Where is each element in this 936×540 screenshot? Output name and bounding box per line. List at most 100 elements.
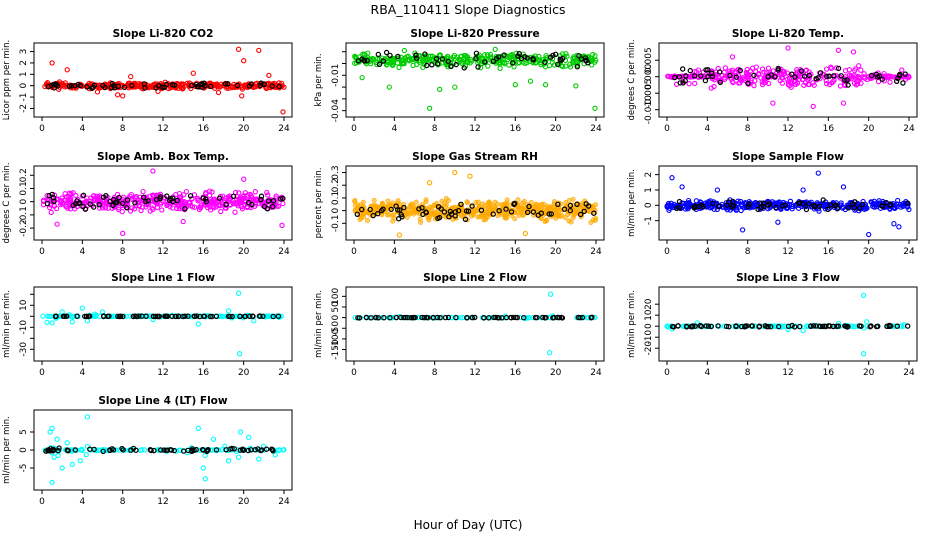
data-point-black (715, 323, 721, 329)
data-point (480, 201, 485, 207)
x-tick-label: 4 (79, 124, 85, 134)
data-point (853, 82, 860, 88)
data-point-black (875, 323, 881, 329)
chart-title: Slope Amb. Box Temp. (97, 151, 229, 163)
data-point-black (401, 314, 407, 321)
data-point-black (478, 207, 485, 213)
data-point-black (373, 314, 379, 321)
data-point-black (265, 198, 272, 204)
data-point-black (63, 313, 70, 319)
data-point (93, 312, 99, 318)
x-tick-label: 20 (238, 368, 250, 378)
data-point-black (524, 55, 530, 61)
data-point (211, 205, 217, 211)
data-point (119, 208, 125, 215)
x-tick-label: 24 (590, 368, 602, 378)
data-point-black (462, 216, 469, 222)
data-point (40, 198, 47, 205)
data-point-black (115, 313, 121, 319)
data-point (403, 210, 409, 216)
data-point (210, 436, 217, 442)
y-tick-label: 2 (19, 60, 29, 66)
data-point (386, 84, 392, 90)
y-axis-label: degrees C per min. (627, 39, 637, 120)
data-point-black (442, 314, 449, 321)
y-tick-label: 0.1 (331, 191, 341, 205)
data-point (128, 73, 134, 80)
x-tick-label: 12 (782, 124, 793, 134)
data-point (40, 313, 46, 319)
data-point (420, 56, 427, 62)
data-point (128, 191, 135, 198)
chart-panel-4: Slope Amb. Box Temp. degrees C per min. 0 4… (2, 151, 293, 257)
data-point-black (875, 74, 881, 80)
data-point (477, 65, 484, 71)
data-point (593, 57, 599, 63)
data-point-black (493, 314, 499, 321)
data-point-black (813, 75, 819, 82)
data-point (899, 67, 905, 73)
x-tick-label: 20 (550, 247, 562, 257)
chart-title: Slope Line 1 Flow (111, 272, 215, 284)
data-point (391, 212, 396, 218)
data-point (352, 60, 358, 66)
chart-title: Slope Line 2 Flow (423, 272, 527, 284)
x-tick-label: 20 (550, 124, 562, 134)
data-point (846, 72, 853, 78)
data-point-black (129, 82, 135, 89)
data-point-black (424, 62, 430, 69)
x-tick-label: 8 (120, 247, 126, 257)
x-tick-label: 24 (903, 124, 915, 134)
data-point (59, 309, 65, 315)
chart-panel-9: Slope Line 3 Flow ml/min per min. 0 4 8 12 16 2… (627, 272, 918, 378)
data-point-black (461, 65, 467, 71)
data-point (846, 67, 853, 73)
x-tick-label: 0 (39, 497, 45, 507)
data-point (187, 199, 193, 206)
data-point-black (557, 56, 563, 62)
data-point (180, 218, 186, 225)
data-point-black (363, 314, 370, 321)
data-point (721, 75, 728, 81)
data-point-black (141, 81, 148, 87)
data-point (181, 192, 187, 198)
data-point (521, 199, 527, 204)
data-point-black (490, 58, 497, 65)
data-point (179, 201, 185, 207)
data-point (714, 187, 721, 193)
x-tick-label: 20 (863, 247, 875, 257)
data-point-black (798, 68, 805, 74)
data-point (502, 215, 508, 221)
data-point (493, 58, 499, 65)
data-point-black (717, 69, 723, 75)
data-point (379, 314, 385, 321)
data-point (244, 204, 251, 211)
data-point-black (75, 81, 81, 88)
data-point (518, 208, 524, 214)
data-point (850, 49, 857, 55)
data-point (180, 85, 186, 91)
data-point-black (45, 448, 51, 454)
x-tick-label: 8 (120, 497, 126, 507)
data-point-black (388, 206, 394, 213)
data-point-black (733, 323, 739, 330)
data-point-black (472, 314, 478, 321)
data-point-black (270, 203, 276, 210)
x-tick-label: 0 (39, 124, 45, 134)
data-point (515, 204, 521, 209)
data-point (150, 168, 156, 174)
data-point-black (60, 313, 67, 319)
data-point-black (86, 313, 93, 319)
data-point-black (575, 314, 582, 321)
data-point (241, 176, 247, 182)
data-point (195, 197, 202, 203)
data-point-black (188, 82, 195, 89)
data-point (239, 313, 245, 320)
data-point (73, 192, 79, 199)
data-point-black (496, 54, 502, 60)
data-point-black (682, 78, 688, 84)
data-point-black (153, 85, 159, 91)
x-tick-label: 12 (157, 124, 168, 134)
data-point (120, 93, 126, 99)
